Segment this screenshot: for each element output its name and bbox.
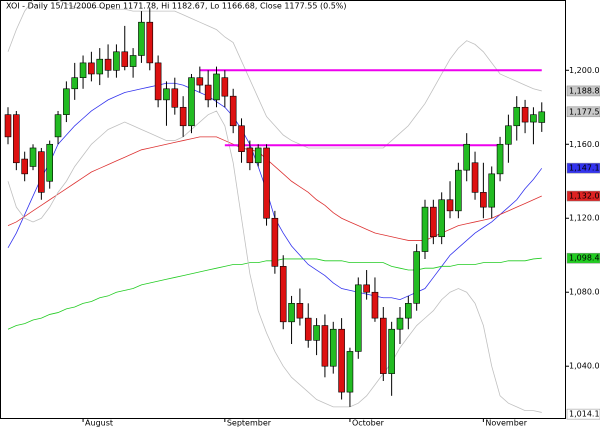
indicator-line bbox=[7, 136, 542, 241]
candle-body bbox=[4, 114, 12, 138]
candle-body bbox=[313, 325, 320, 341]
price-label-box bbox=[566, 190, 600, 202]
x-tick-label: October bbox=[352, 419, 385, 427]
candle-body bbox=[421, 206, 429, 252]
candle-body bbox=[338, 328, 345, 393]
candle-body bbox=[254, 147, 262, 164]
candle-body bbox=[463, 143, 471, 171]
candle-body bbox=[263, 147, 270, 219]
indicator-line bbox=[7, 0, 542, 149]
candle-body bbox=[138, 21, 145, 56]
price-label-box bbox=[566, 162, 600, 174]
candle-body bbox=[113, 51, 120, 71]
candle-body bbox=[71, 77, 79, 90]
y-tick-label: 1,120.0 bbox=[569, 214, 600, 223]
candle-body bbox=[446, 199, 454, 212]
candle-body bbox=[179, 106, 187, 127]
candle-body bbox=[38, 151, 45, 193]
candle-body bbox=[304, 317, 312, 341]
candle-body bbox=[379, 317, 387, 374]
candle-body bbox=[63, 88, 70, 115]
candle-body bbox=[405, 303, 412, 319]
x-tick-label: August bbox=[85, 419, 113, 427]
candle-body bbox=[79, 62, 87, 78]
candle-body bbox=[438, 199, 445, 238]
y-tick-label: 1,040.0 bbox=[569, 362, 600, 371]
candle-body bbox=[121, 51, 129, 67]
candle-body bbox=[246, 147, 254, 164]
candle-body bbox=[513, 106, 521, 127]
price-label: 1,188.83 bbox=[569, 86, 600, 95]
candle-body bbox=[188, 77, 195, 127]
candle-body bbox=[321, 325, 329, 367]
candle-body bbox=[129, 55, 137, 67]
price-label-box bbox=[566, 252, 600, 264]
candle-body bbox=[480, 192, 487, 208]
y-tick-label: 1,200.0 bbox=[569, 66, 600, 75]
x-tick-label: November bbox=[485, 419, 527, 427]
y-tick-label: 1,160.0 bbox=[569, 140, 600, 149]
candle-body bbox=[413, 251, 420, 304]
candle-body bbox=[213, 73, 220, 101]
candle-body bbox=[146, 21, 154, 64]
candle-body bbox=[88, 62, 95, 75]
candle-body bbox=[171, 88, 179, 108]
candle-body bbox=[229, 95, 237, 127]
candle-body bbox=[46, 143, 54, 182]
candle-body bbox=[163, 88, 170, 101]
x-tick-label: September bbox=[227, 419, 272, 427]
candle-body bbox=[396, 317, 404, 330]
candle-body bbox=[29, 147, 37, 167]
candle-body bbox=[204, 84, 212, 101]
candle-body bbox=[430, 206, 437, 238]
candle-body bbox=[21, 158, 28, 175]
candle-body bbox=[154, 62, 162, 101]
y-tick-label: 1,080.0 bbox=[569, 288, 600, 297]
price-label-box bbox=[566, 106, 600, 118]
candle-body bbox=[196, 77, 204, 86]
candle-body bbox=[238, 125, 245, 152]
price-label-box bbox=[566, 408, 600, 420]
candle-body bbox=[471, 162, 479, 193]
candle-body bbox=[505, 125, 512, 145]
candle-body bbox=[488, 173, 496, 208]
candle-body bbox=[96, 58, 104, 75]
chart-title: XOI - Daily 15/11/2006 Open 1171.78, Hi … bbox=[6, 2, 347, 11]
candle-body bbox=[288, 303, 295, 323]
candle-body bbox=[329, 328, 337, 367]
candle-body bbox=[496, 143, 504, 175]
candle-body bbox=[371, 291, 379, 319]
candle-body bbox=[388, 328, 395, 374]
candle-body bbox=[455, 169, 462, 212]
price-label: 1,177.55 bbox=[569, 107, 600, 116]
candle-body bbox=[296, 303, 304, 319]
candle-body bbox=[271, 217, 279, 267]
candle-body bbox=[104, 58, 112, 71]
candle-body bbox=[521, 106, 529, 123]
price-label: 1,014.1 bbox=[569, 410, 600, 419]
candle-body bbox=[346, 351, 354, 393]
price-label: 1,132.00 bbox=[569, 192, 600, 201]
price-label: 1,147.1 bbox=[569, 164, 600, 173]
candle-body bbox=[530, 114, 537, 123]
price-label-box bbox=[566, 85, 600, 97]
indicator-line bbox=[7, 110, 542, 413]
candle-body bbox=[221, 77, 229, 97]
price-label: 1,098.41 bbox=[569, 254, 600, 263]
plot-area bbox=[4, 0, 546, 413]
candle-body bbox=[13, 114, 20, 164]
candle-body bbox=[363, 284, 370, 293]
candle-body bbox=[279, 266, 287, 323]
candle-body bbox=[354, 284, 362, 352]
candle-body bbox=[54, 114, 62, 138]
candle-body bbox=[538, 111, 546, 123]
